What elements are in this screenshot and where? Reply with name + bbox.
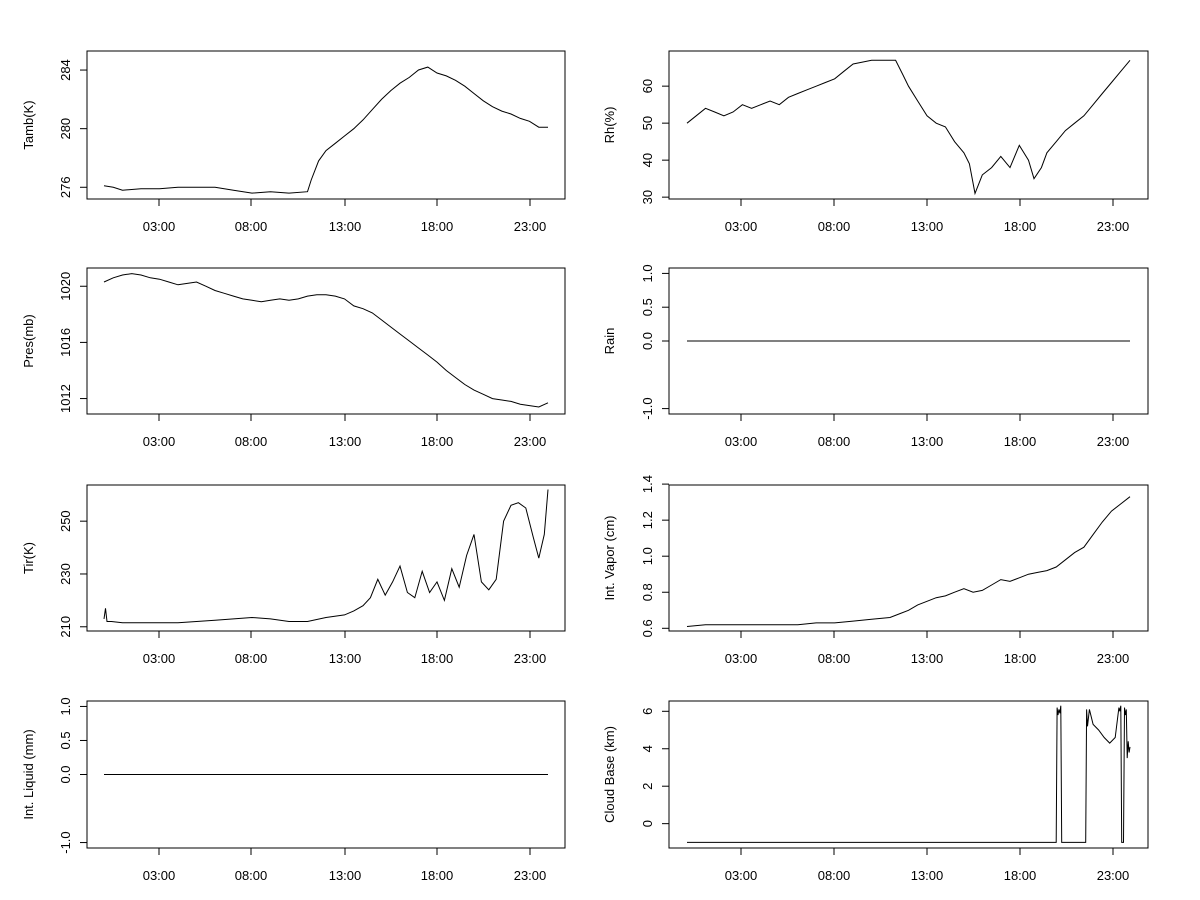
y-tick-label: 284 xyxy=(58,59,73,81)
y-tick-label: 250 xyxy=(58,510,73,532)
y-tick-label: 1.4 xyxy=(640,475,655,493)
x-tick-label: 13:00 xyxy=(911,219,944,234)
y-tick-label: -1.0 xyxy=(58,831,73,853)
plot-frame-8 xyxy=(668,700,1149,849)
x-tick-label: 23:00 xyxy=(1097,651,1130,666)
y-tick-label: -1.0 xyxy=(640,397,655,419)
x-tick-label: 03:00 xyxy=(725,434,758,449)
y-tick-label: 1.0 xyxy=(58,697,73,715)
x-tick-label: 18:00 xyxy=(421,434,454,449)
x-tick-label: 08:00 xyxy=(818,434,851,449)
x-tick-label: 08:00 xyxy=(235,651,268,666)
x-tick-label: 08:00 xyxy=(818,219,851,234)
x-tick-label: 03:00 xyxy=(143,868,176,883)
y-axis-label: Rain xyxy=(602,328,617,355)
plot-frame-2 xyxy=(668,50,1149,200)
y-tick-label: 276 xyxy=(58,176,73,198)
x-tick-label: 13:00 xyxy=(329,219,362,234)
plot-frame-3 xyxy=(86,267,566,415)
x-tick-label: 23:00 xyxy=(514,868,547,883)
x-tick-label: 23:00 xyxy=(1097,219,1130,234)
x-tick-label: 18:00 xyxy=(1004,868,1037,883)
x-tick-label: 13:00 xyxy=(911,868,944,883)
y-tick-label: 6 xyxy=(640,708,655,715)
y-tick-label: 0.0 xyxy=(58,765,73,783)
series-line-int-vapor-cm- xyxy=(686,496,1131,627)
y-tick-label: 1.0 xyxy=(640,547,655,565)
y-tick-label: 2 xyxy=(640,783,655,790)
x-tick-label: 18:00 xyxy=(1004,434,1037,449)
x-tick-label: 23:00 xyxy=(1097,434,1130,449)
y-tick-label: 4 xyxy=(640,745,655,752)
y-axis-label: Tir(K) xyxy=(21,542,36,574)
x-tick-label: 03:00 xyxy=(143,434,176,449)
plot-frame-6 xyxy=(668,484,1149,632)
y-tick-label: 0 xyxy=(640,820,655,827)
x-tick-label: 13:00 xyxy=(911,434,944,449)
y-tick-label: 0.5 xyxy=(640,298,655,316)
y-tick-label: 50 xyxy=(640,116,655,130)
y-tick-label: 0.5 xyxy=(58,731,73,749)
y-tick-label: 40 xyxy=(640,153,655,167)
y-tick-label: 0.8 xyxy=(640,583,655,601)
x-tick-label: 08:00 xyxy=(235,434,268,449)
x-tick-label: 03:00 xyxy=(725,219,758,234)
x-tick-label: 03:00 xyxy=(143,651,176,666)
x-tick-label: 18:00 xyxy=(421,651,454,666)
x-tick-label: 13:00 xyxy=(329,868,362,883)
y-tick-label: 1.2 xyxy=(640,511,655,529)
y-axis-label: Tamb(K) xyxy=(21,100,36,149)
y-tick-label: 0.6 xyxy=(640,619,655,637)
y-tick-label: 1.0 xyxy=(640,264,655,282)
y-axis-label: Int. Liquid (mm) xyxy=(21,729,36,819)
x-tick-label: 03:00 xyxy=(725,868,758,883)
x-tick-label: 08:00 xyxy=(235,219,268,234)
series-line-cloud-base-km- xyxy=(687,705,1131,843)
x-tick-label: 18:00 xyxy=(1004,219,1037,234)
y-axis-label: Rh(%) xyxy=(602,107,617,144)
x-tick-label: 23:00 xyxy=(1097,868,1130,883)
series-line-rh- xyxy=(686,59,1131,196)
x-tick-label: 23:00 xyxy=(514,434,547,449)
x-tick-label: 18:00 xyxy=(421,868,454,883)
y-tick-label: 60 xyxy=(640,79,655,93)
y-axis-label: Int. Vapor (cm) xyxy=(602,515,617,600)
series-line-tir-k- xyxy=(103,489,549,624)
y-tick-label: 1012 xyxy=(58,384,73,413)
y-tick-label: 210 xyxy=(58,616,73,638)
y-tick-label: 0.0 xyxy=(640,332,655,350)
y-tick-label: 30 xyxy=(640,190,655,204)
series-line-tamb-k- xyxy=(103,66,548,194)
y-axis-label: Pres(mb) xyxy=(21,314,36,367)
x-tick-label: 03:00 xyxy=(725,651,758,666)
plot-frame-5 xyxy=(86,484,566,632)
x-tick-label: 13:00 xyxy=(329,434,362,449)
series-line-pres-mb- xyxy=(103,273,549,408)
x-tick-label: 18:00 xyxy=(1004,651,1037,666)
x-tick-label: 08:00 xyxy=(818,868,851,883)
y-tick-label: 1016 xyxy=(58,328,73,357)
y-tick-label: 1020 xyxy=(58,272,73,301)
x-tick-label: 18:00 xyxy=(421,219,454,234)
y-axis-label: Cloud Base (km) xyxy=(602,726,617,823)
x-tick-label: 23:00 xyxy=(514,219,547,234)
x-tick-label: 23:00 xyxy=(514,651,547,666)
y-tick-label: 230 xyxy=(58,563,73,585)
plot-frame-1 xyxy=(86,50,566,200)
x-tick-label: 13:00 xyxy=(911,651,944,666)
x-tick-label: 08:00 xyxy=(818,651,851,666)
x-tick-label: 08:00 xyxy=(235,868,268,883)
y-tick-label: 280 xyxy=(58,118,73,140)
x-tick-label: 13:00 xyxy=(329,651,362,666)
x-tick-label: 03:00 xyxy=(143,219,176,234)
